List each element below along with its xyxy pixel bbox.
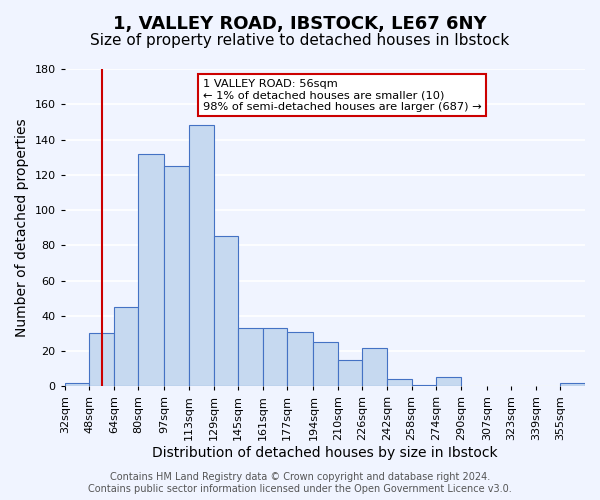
Text: 1 VALLEY ROAD: 56sqm
← 1% of detached houses are smaller (10)
98% of semi-detach: 1 VALLEY ROAD: 56sqm ← 1% of detached ho… [203, 78, 481, 112]
Bar [560, 383, 585, 386]
Bar [362, 348, 387, 387]
Bar [313, 342, 338, 386]
Bar [89, 334, 114, 386]
Y-axis label: Number of detached properties: Number of detached properties [15, 118, 29, 337]
Bar [164, 166, 189, 386]
Bar [287, 332, 313, 386]
Bar [412, 384, 436, 386]
Bar [189, 126, 214, 386]
Text: Size of property relative to detached houses in Ibstock: Size of property relative to detached ho… [91, 32, 509, 48]
Bar [214, 236, 238, 386]
Bar [238, 328, 263, 386]
Bar [436, 378, 461, 386]
Text: 1, VALLEY ROAD, IBSTOCK, LE67 6NY: 1, VALLEY ROAD, IBSTOCK, LE67 6NY [113, 15, 487, 33]
X-axis label: Distribution of detached houses by size in Ibstock: Distribution of detached houses by size … [152, 446, 497, 460]
Bar [338, 360, 362, 386]
Text: Contains HM Land Registry data © Crown copyright and database right 2024.
Contai: Contains HM Land Registry data © Crown c… [88, 472, 512, 494]
Bar [139, 154, 164, 386]
Bar [114, 307, 139, 386]
Bar [65, 383, 89, 386]
Bar [387, 379, 412, 386]
Bar [263, 328, 287, 386]
